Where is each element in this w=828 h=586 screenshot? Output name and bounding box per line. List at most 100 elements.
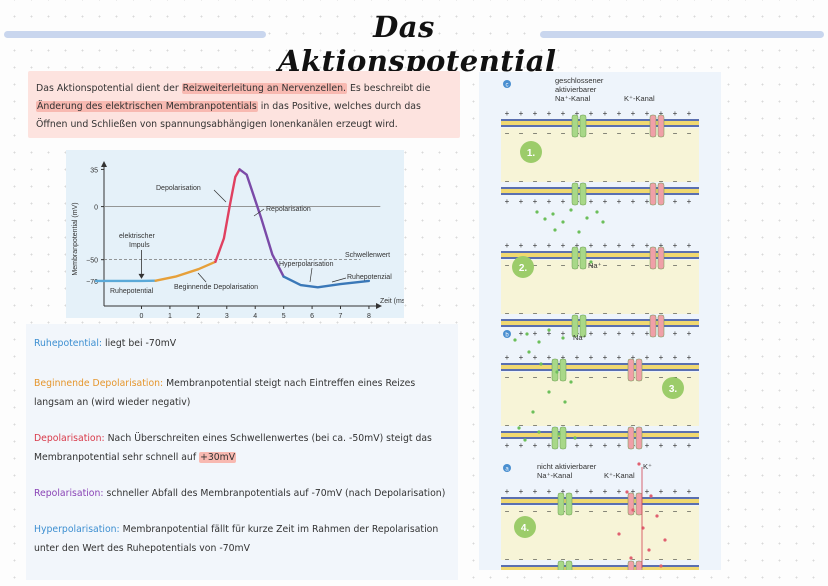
charge-sign: + (603, 487, 608, 496)
step-number: 3. (669, 384, 678, 395)
definition-text: Membranpotential steigt nach Eintreffen … (34, 378, 416, 408)
charge-sign: − (547, 373, 552, 382)
charge-sign: − (659, 309, 664, 318)
charge-sign: − (561, 555, 566, 564)
charge-sign: + (589, 241, 594, 250)
charge-sign: + (687, 353, 692, 362)
definitions-box: Ruhepotential: liegt bei -70mV Beginnend… (26, 324, 458, 580)
charge-sign: + (645, 197, 650, 206)
charge-sign: − (505, 177, 510, 186)
charge-sign: + (575, 487, 580, 496)
na-channel-half (571, 182, 579, 206)
y-axis-label: Membranpotential (mV) (72, 202, 79, 275)
charge-sign: + (589, 329, 594, 338)
charge-sign: + (519, 109, 524, 118)
charge-sign: + (561, 197, 566, 206)
charge-sign: + (519, 353, 524, 362)
k-channel-half (627, 426, 635, 450)
x-tick-label: 8 (367, 313, 371, 318)
charge-sign: − (687, 421, 692, 430)
charge-sign: − (589, 261, 594, 270)
charge-sign: − (673, 507, 678, 516)
charge-sign: + (603, 197, 608, 206)
x-tick-label: 2 (196, 313, 200, 318)
na-ion-dot (543, 217, 547, 221)
charge-sign: + (687, 487, 692, 496)
k-channel-half (649, 114, 657, 138)
step-number: 2. (519, 263, 528, 274)
na-ion-dot (537, 430, 541, 434)
charge-sign: − (561, 177, 566, 186)
definition-repolarisation: Repolarisation: schneller Abfall des Mem… (34, 484, 450, 503)
charge-sign: − (533, 177, 538, 186)
step-marker (503, 80, 511, 88)
charge-sign: + (547, 241, 552, 250)
intro-text: Das Aktionspotential dient der Reizweite… (28, 71, 460, 134)
charge-sign: − (519, 309, 524, 318)
charge-sign: + (631, 353, 636, 362)
charge-sign: − (603, 421, 608, 430)
charge-sign: − (659, 421, 664, 430)
charge-sign: − (505, 421, 510, 430)
k-channel-half (627, 492, 635, 516)
charge-sign: − (659, 177, 664, 186)
impulse-arrowhead (138, 273, 145, 279)
k-channel-half (657, 114, 665, 138)
charge-sign: + (505, 353, 510, 362)
k-ion-dot (663, 538, 667, 542)
charge-sign: − (505, 555, 510, 564)
charge-sign: − (533, 309, 538, 318)
charge-sign: + (617, 353, 622, 362)
charge-sign: − (645, 373, 650, 382)
charge-sign: + (547, 353, 552, 362)
definition-term: Ruhepotential: (34, 338, 103, 349)
page-title: Das Aktionspotential (278, 10, 557, 78)
na-channel-half (559, 358, 567, 382)
charge-sign: + (547, 441, 552, 450)
charge-sign: − (575, 177, 580, 186)
na-ion-dot (573, 436, 577, 440)
definition-text: schneller Abfall des Membranpotentials a… (103, 488, 446, 499)
charge-sign: + (533, 329, 538, 338)
na-ion-dot (589, 260, 593, 264)
charge-sign: + (659, 353, 664, 362)
charge-sign: − (631, 421, 636, 430)
charge-sign: + (673, 109, 678, 118)
charge-sign: − (575, 309, 580, 318)
charge-sign: − (589, 309, 594, 318)
charge-sign: + (547, 109, 552, 118)
charge-sign: + (673, 241, 678, 250)
k-ion-dot (647, 548, 651, 552)
series-beginnende-depolarisation (154, 260, 217, 282)
charge-sign: − (519, 373, 524, 382)
membrane-core (501, 498, 699, 504)
definition-term: Beginnende Depolarisation: (34, 378, 164, 389)
step-marker (503, 330, 511, 338)
na-ion-dot (517, 426, 521, 430)
na-channel-half (579, 114, 587, 138)
charge-sign: − (519, 129, 524, 138)
charge-sign: − (519, 555, 524, 564)
charge-sign: + (505, 241, 510, 250)
charge-sign: − (659, 555, 664, 564)
charge-sign: − (533, 129, 538, 138)
charge-sign: + (631, 241, 636, 250)
annotation-line (213, 189, 227, 203)
definition-term: Hyperpolarisation: (34, 524, 120, 535)
charge-sign: − (505, 373, 510, 382)
charge-sign: − (505, 261, 510, 270)
na-ion-dot (537, 340, 541, 344)
membrane-core (501, 432, 699, 438)
step-number: 1. (527, 148, 536, 159)
closed-na-label-1: geschlossener (555, 76, 604, 85)
definition-text: liegt bei -70mV (102, 338, 177, 349)
charge-sign: + (687, 241, 692, 250)
definition-depolarisation: Depolarisation: Nach Überschreiten eines… (34, 429, 450, 467)
na-ion-dot (561, 336, 565, 340)
k-channel-half (635, 358, 643, 382)
na-channel-half (571, 314, 579, 338)
charge-sign: + (673, 353, 678, 362)
na-ion-dot (561, 220, 565, 224)
charge-sign: − (603, 507, 608, 516)
step-circle (512, 256, 534, 278)
